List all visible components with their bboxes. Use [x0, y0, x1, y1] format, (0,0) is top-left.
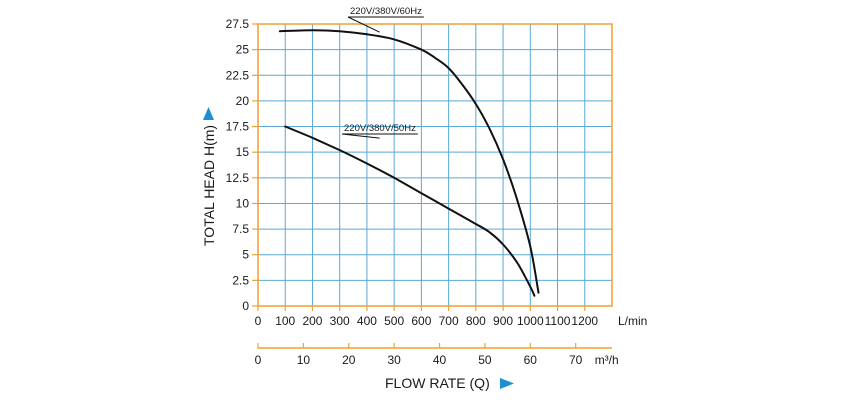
- y-tick-label: 12.5: [226, 171, 250, 185]
- curve-label-leader: [347, 16, 380, 33]
- x-axis-unit-m3h: m³/h: [595, 353, 619, 367]
- y-tick-label: 27.5: [226, 17, 250, 31]
- y-tick-label: 10: [236, 196, 250, 210]
- x-tick-label: 800: [466, 314, 486, 328]
- x-tick-label: 700: [439, 314, 459, 328]
- x2-tick-label: 20: [342, 353, 356, 367]
- plot-frame: [257, 23, 613, 307]
- y-tick-label: 15: [236, 145, 250, 159]
- x-tick-label: 1000: [517, 314, 544, 328]
- x-tick-label: 100: [275, 314, 295, 328]
- y-tick-label: 0: [242, 299, 249, 313]
- curve-label: 220V/380V/50Hz: [344, 123, 416, 134]
- x-tick-label: 900: [493, 314, 513, 328]
- x-axis-ticks-lmin: 0 100 200 300 400 500 600 700 800 900 1000 1100 1200: [255, 306, 598, 328]
- y-axis-arrow-icon: [203, 107, 214, 120]
- x2-tick-label: 30: [387, 353, 401, 367]
- performance-curve-line: [284, 125, 536, 297]
- x-axis-m3h: 0 10 20 30 40 50 60 70: [255, 343, 612, 367]
- x-tick-label: 500: [384, 314, 404, 328]
- y-tick-label: 7.5: [232, 222, 249, 236]
- performance-curve-line: [278, 29, 540, 294]
- y-tick-label: 5: [242, 248, 249, 262]
- x2-tick-label: 60: [524, 353, 538, 367]
- x-tick-label: 200: [302, 314, 322, 328]
- x-axis-unit-lmin: L/min: [618, 314, 647, 328]
- y-tick-label: 17.5: [226, 120, 250, 134]
- y-tick-label: 2.5: [232, 273, 249, 287]
- y-tick-label: 25: [236, 43, 250, 57]
- performance-curves: 220V/380V/60Hz 220V/380V/50Hz: [278, 6, 540, 297]
- y-axis-ticks: 0 2.5 5 7.5 10 12.5 15 17.5 20 22.5 25 27.5: [226, 17, 258, 313]
- x-tick-label: 1200: [571, 314, 598, 328]
- x2-tick-label: 70: [569, 353, 583, 367]
- x2-tick-label: 40: [433, 353, 447, 367]
- x-tick-label: 600: [411, 314, 431, 328]
- y-axis-title: TOTAL HEAD H(m): [201, 107, 217, 246]
- curve-label: 220V/380V/60Hz: [350, 6, 422, 17]
- y-tick-label: 22.5: [226, 68, 250, 82]
- x2-tick-label: 10: [297, 353, 311, 367]
- y-tick-label: 20: [236, 94, 250, 108]
- x-axis-title: FLOW RATE (Q): [385, 375, 514, 391]
- grid-lines: [257, 23, 612, 307]
- x2-tick-label: 0: [255, 353, 262, 367]
- x-tick-label: 400: [357, 314, 377, 328]
- y-axis-title-text: TOTAL HEAD H(m): [201, 125, 217, 246]
- x-tick-label: 0: [255, 314, 262, 328]
- x-tick-label: 300: [330, 314, 350, 328]
- curve-label-leader: [341, 133, 380, 139]
- x2-tick-label: 50: [478, 353, 492, 367]
- x-axis-arrow-icon: [500, 378, 514, 389]
- x-axis-title-text: FLOW RATE (Q): [385, 375, 490, 391]
- x-tick-label: 1100: [545, 314, 571, 328]
